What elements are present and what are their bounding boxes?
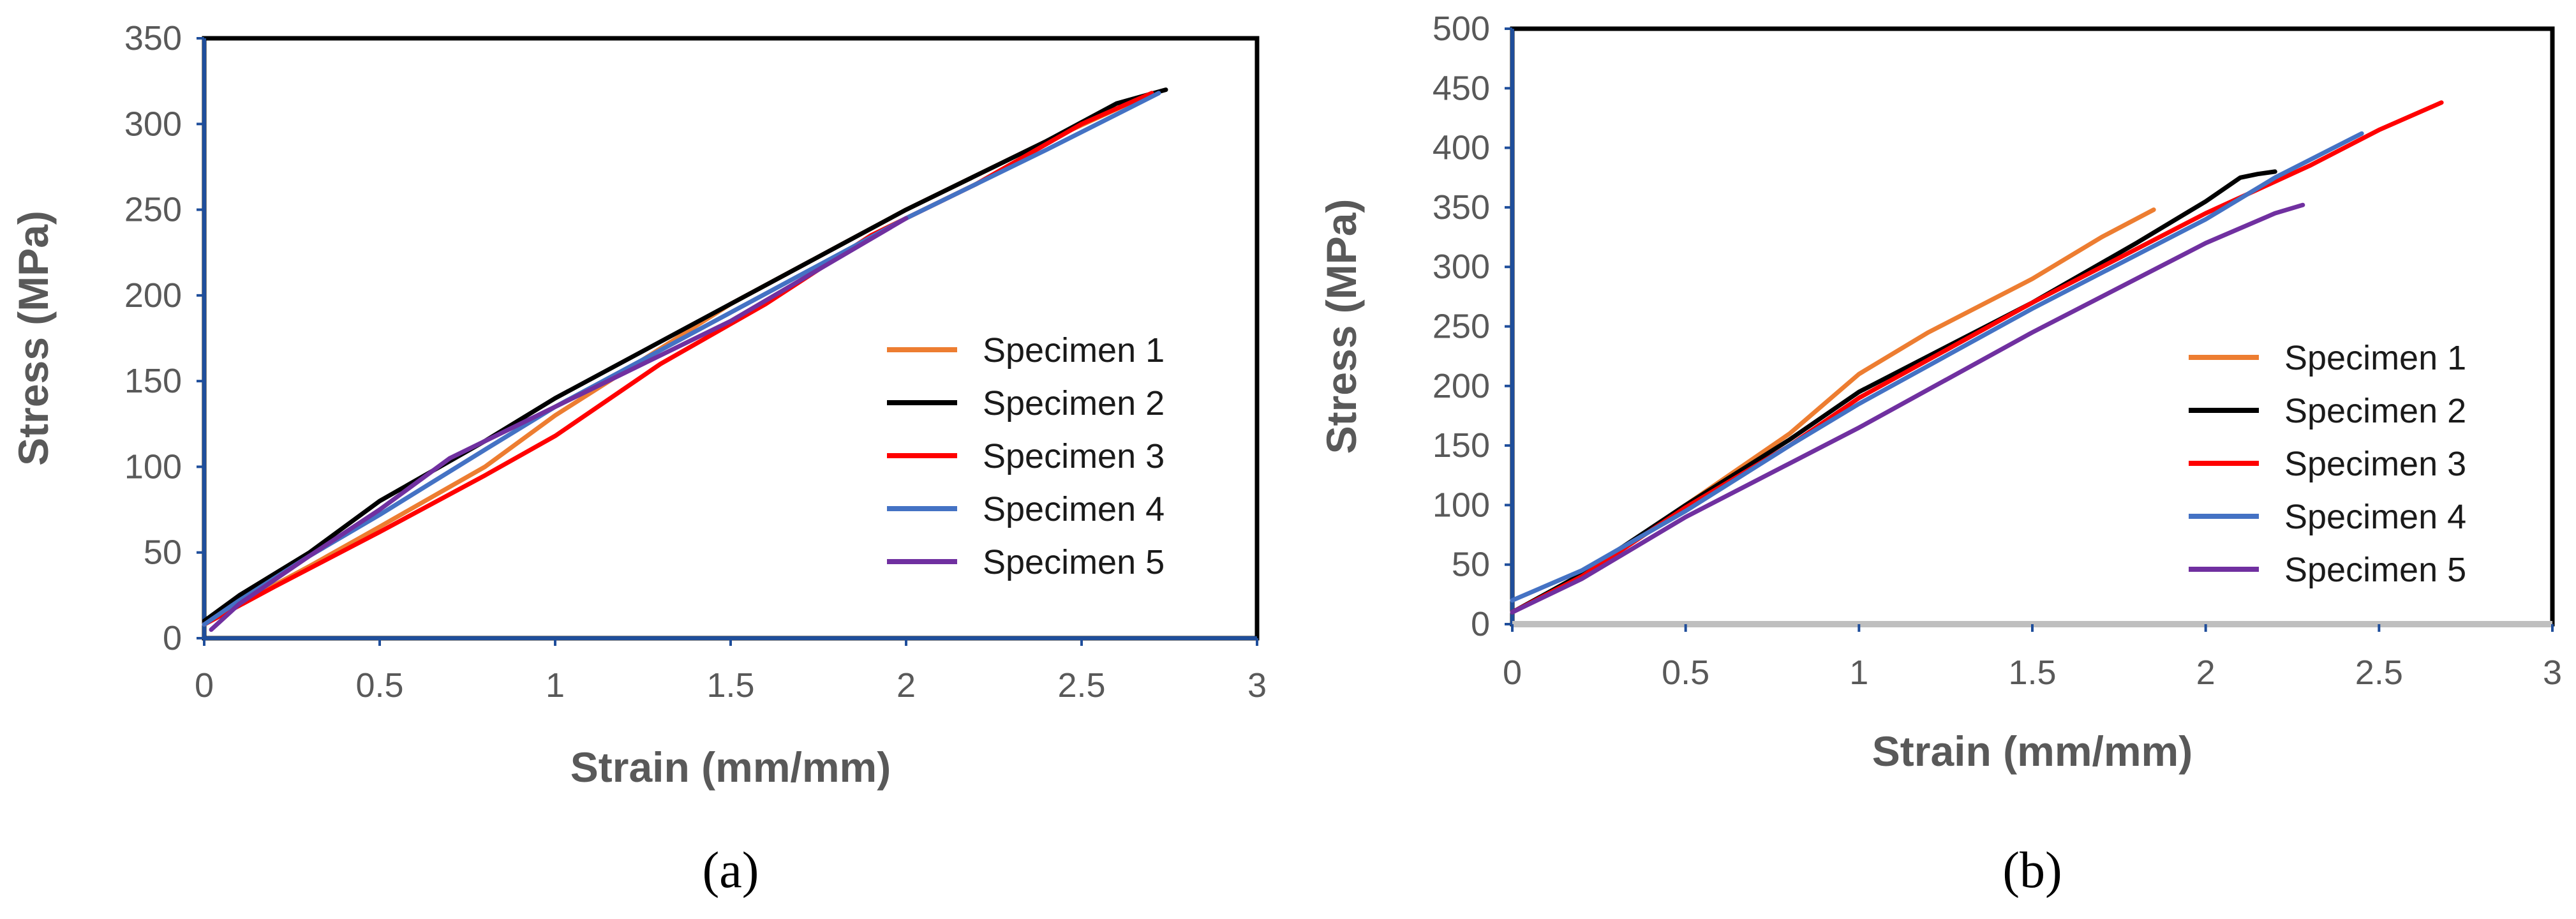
x-tick-label: 2.5 [1057,666,1105,705]
x-axis-title: Strain (mm/mm) [1872,728,2193,775]
y-tick-label: 0 [1471,605,1490,643]
y-tick-label: 150 [124,362,182,400]
y-tick-label: 100 [124,447,182,486]
series-line-specimen-4 [1510,131,2364,603]
x-tick-label: 2.5 [2355,654,2403,692]
legend-label-specimen-2: Specimen 2 [983,384,1165,422]
y-tick-label: 350 [124,19,182,57]
x-axis-title: Strain (mm/mm) [570,743,891,791]
y-tick-label: 200 [124,276,182,315]
y-tick-label: 300 [124,105,182,143]
legend-label-specimen-3: Specimen 3 [2284,445,2466,483]
y-tick-label: 200 [1433,367,1490,405]
legend-label-specimen-4: Specimen 4 [2284,498,2466,536]
x-tick-label: 1.5 [2008,654,2056,692]
y-tick-label: 250 [124,191,182,229]
x-tick-label: 1 [1849,654,1868,692]
legend-label-specimen-1: Specimen 1 [2284,339,2466,377]
series-line-specimen-5 [209,216,909,632]
y-axis-title: Stress (MPa) [10,211,57,466]
x-tick-label: 1.5 [706,666,754,705]
y-tick-label: 50 [144,534,182,572]
figure-caption: (b) [2002,842,2062,899]
series-line-specimen-5 [1510,202,2305,615]
figure-caption: (a) [703,842,759,899]
y-tick-label: 300 [1433,248,1490,286]
x-tick-label: 1 [546,666,565,705]
x-tick-label: 3 [2543,654,2562,692]
y-axis-title: Stress (MPa) [1318,199,1365,454]
chart-a: 0 50 100 150 200 250 300 350 0 0.5 1 1.5 2 2.5 3 Strain… [10,19,1267,899]
y-tick-label: 400 [1433,129,1490,167]
y-tick-label: 500 [1433,10,1490,48]
series-line-specimen-3 [202,91,1154,627]
legend-label-specimen-5: Specimen 5 [2284,551,2466,589]
x-tick-label: 0 [1503,654,1522,692]
x-tick-label: 2 [897,666,916,705]
legend-label-specimen-1: Specimen 1 [983,331,1165,370]
legend-label-specimen-3: Specimen 3 [983,437,1165,475]
y-tick-label: 450 [1433,69,1490,107]
y-tick-label: 250 [1433,308,1490,346]
legend-label-specimen-4: Specimen 4 [983,490,1165,528]
legend-label-specimen-5: Specimen 5 [983,543,1165,581]
x-tick-label: 0.5 [1662,654,1709,692]
y-tick-label: 350 [1433,188,1490,227]
chart-b: 0 50 100 150 200 250 300 350 400 450 500 0 0.5 1 1.5 2 2… [1318,10,2562,899]
y-tick-label: 0 [163,619,182,657]
x-tick-label: 3 [1247,666,1267,705]
y-tick-label: 100 [1433,486,1490,524]
x-tick-label: 0.5 [355,666,403,705]
x-tick-label: 2 [2196,654,2215,692]
y-tick-label: 50 [1452,546,1490,584]
legend-label-specimen-2: Specimen 2 [2284,392,2466,430]
y-tick-label: 150 [1433,426,1490,465]
x-tick-label: 0 [195,666,214,705]
